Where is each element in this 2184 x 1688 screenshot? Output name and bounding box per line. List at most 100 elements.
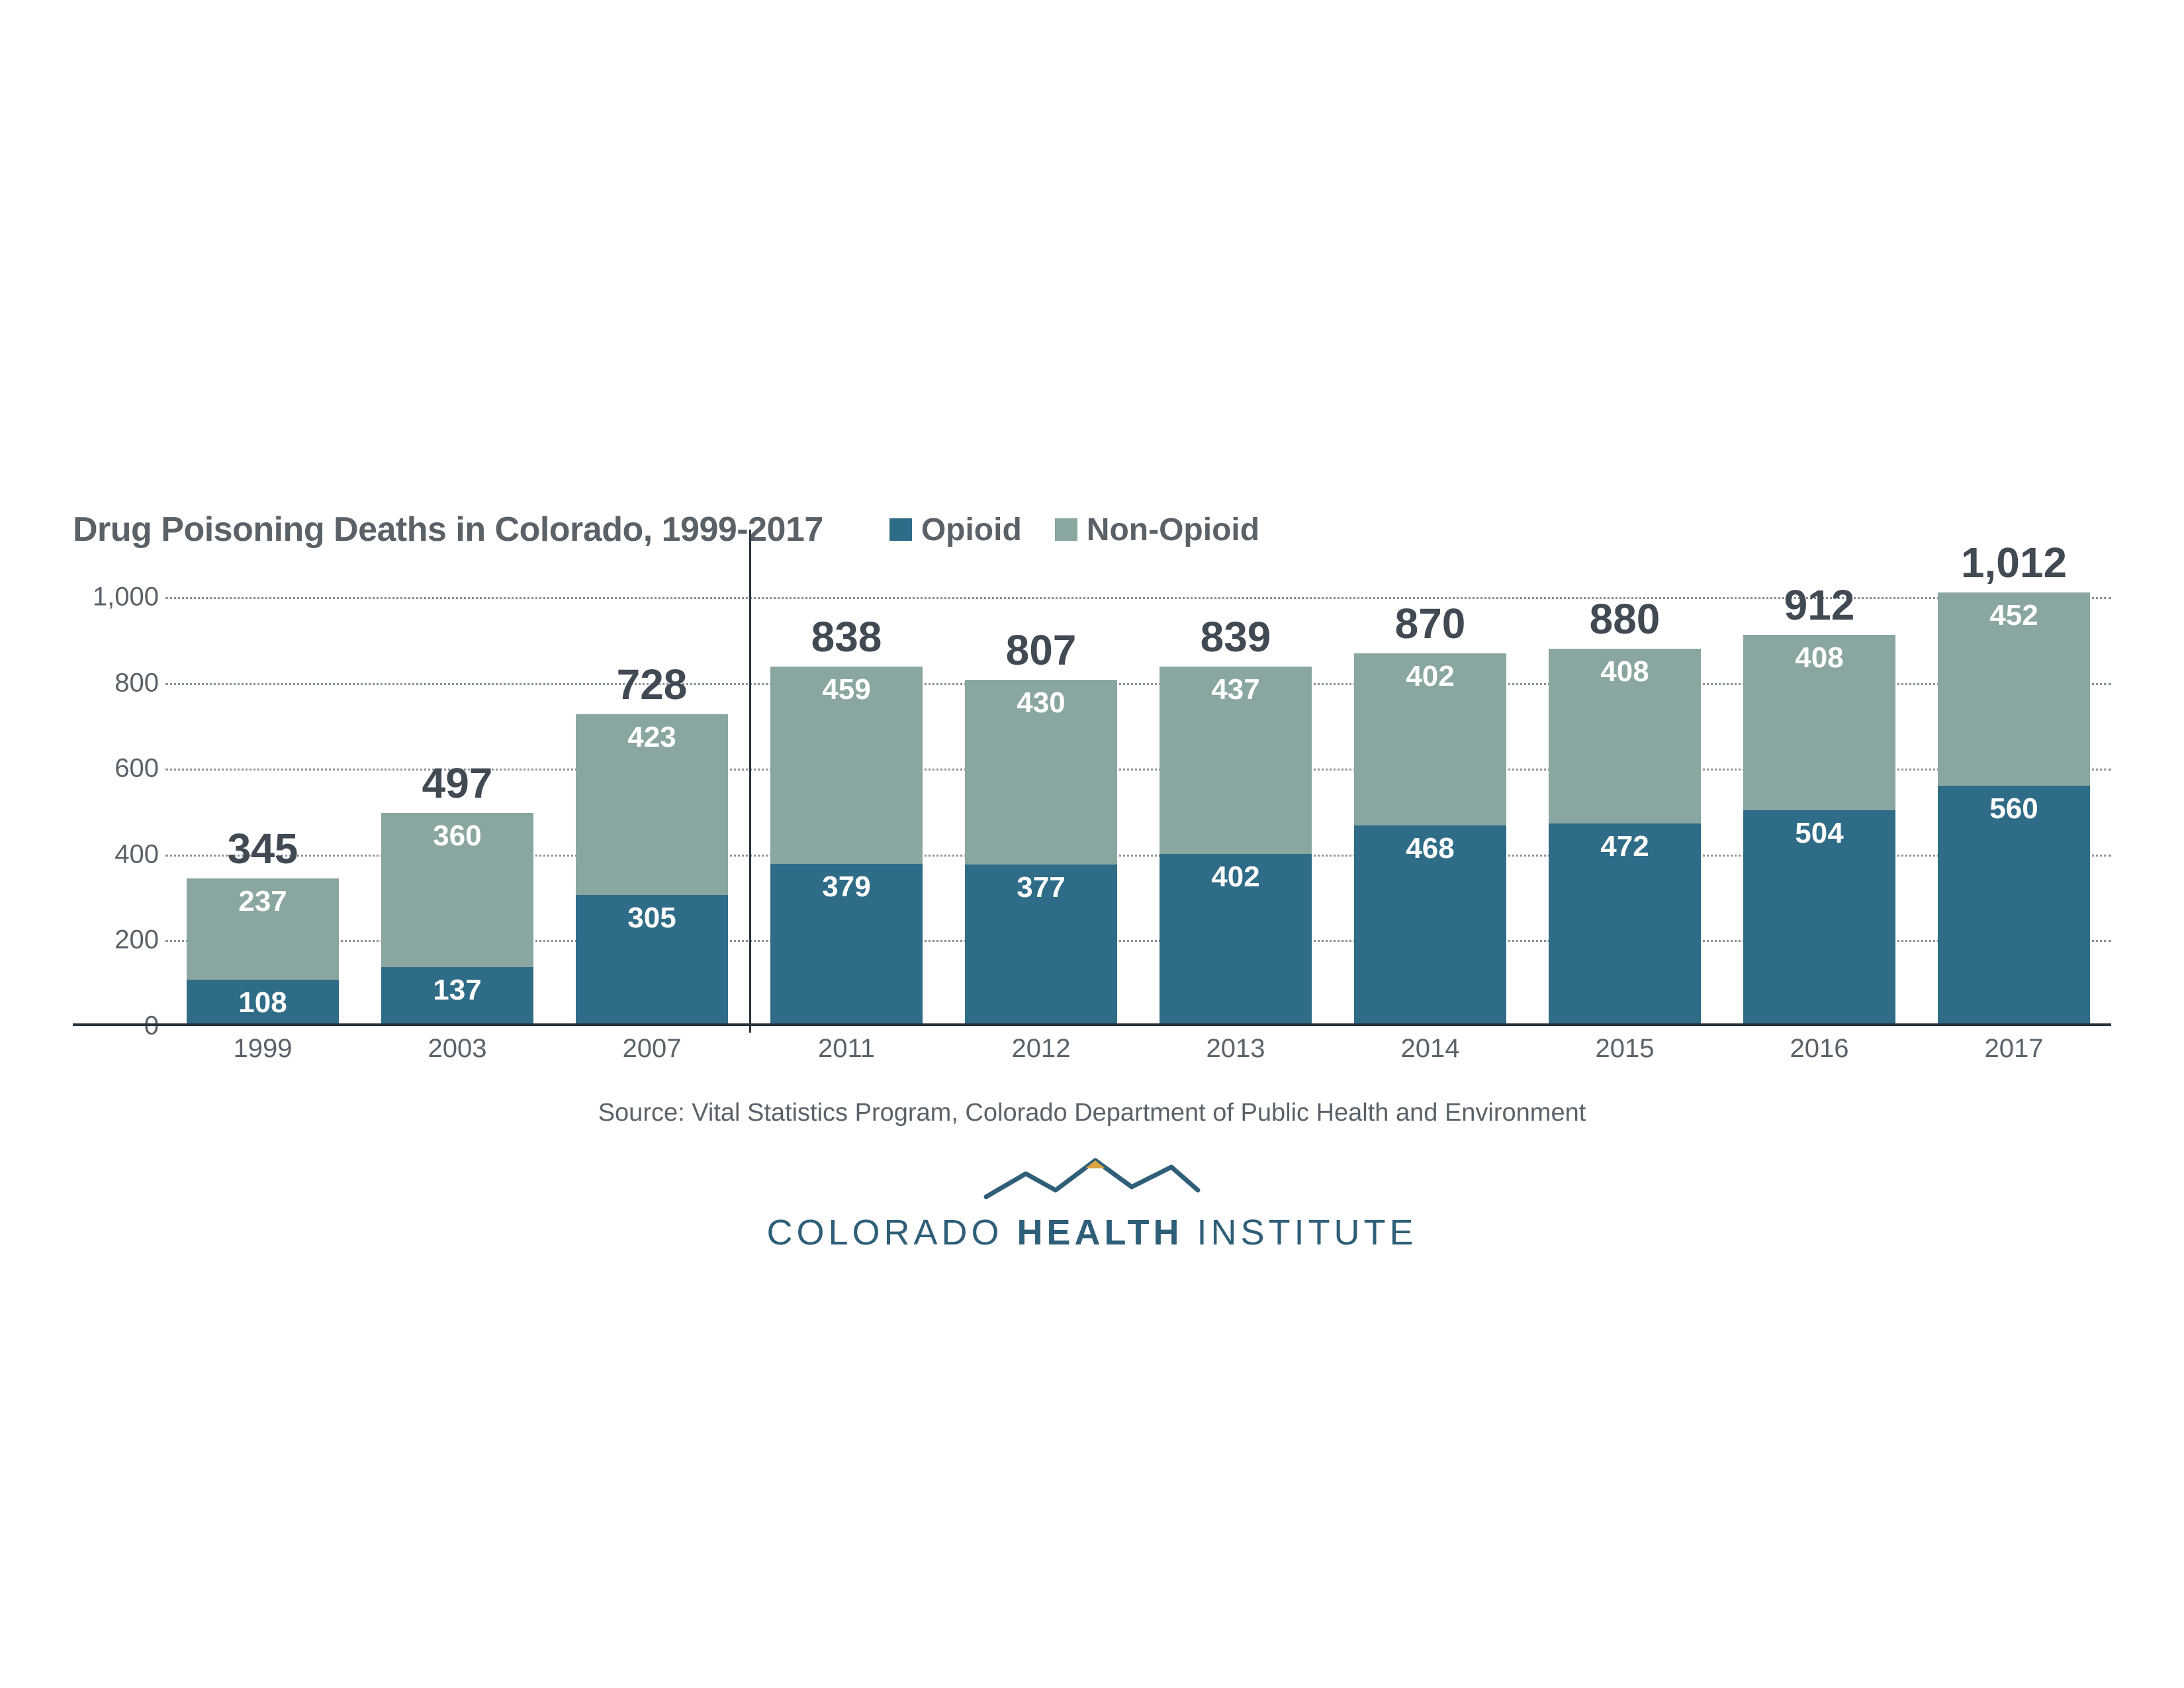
x-tick-label: 2017 [1917,1026,2111,1064]
segment-opioid: 468 [1354,825,1506,1026]
legend-swatch-non-opioid [1055,518,1077,541]
segment-label: 437 [1211,667,1259,706]
segment-label: 430 [1017,680,1065,720]
segment-label: 360 [433,813,481,853]
bar-slot: 1,012452560 [1917,576,2111,1026]
total-label: 912 [1743,581,1895,630]
segment-opioid: 137 [381,967,533,1026]
logo-word-2: HEALTH [1017,1213,1183,1252]
segment-opioid: 560 [1938,786,2089,1026]
segment-non-opioid: 408 [1549,649,1700,823]
segment-label: 408 [1795,635,1843,675]
y-tick-label: 1,000 [73,583,159,612]
segment-label: 468 [1406,825,1454,865]
total-label: 880 [1549,594,1700,643]
segment-label: 402 [1211,854,1259,894]
segment-opioid: 108 [187,980,338,1026]
bar: 839437402 [1160,667,1311,1026]
chart-header: Drug Poisoning Deaths in Colorado, 1999-… [73,510,2111,549]
total-label: 497 [381,759,533,808]
logo: COLORADO HEALTH INSTITUTE [73,1154,2111,1253]
segment-opioid: 305 [576,895,727,1026]
segment-non-opioid: 360 [381,813,533,967]
segment-non-opioid: 459 [770,667,922,863]
x-tick-label: 2012 [944,1026,1138,1064]
segment-label: 377 [1017,865,1065,904]
bar-slot: 870 402 468 [1333,576,1527,1026]
source-text: Source: Vital Statistics Program, Colora… [73,1099,2111,1127]
total-label: 870 [1354,599,1506,648]
segment-opioid: 379 [770,864,922,1026]
bar: 1,012452560 [1938,592,2089,1026]
x-axis-labels: 1999200320072011201220132014201520162017 [165,1026,2111,1064]
bar-slot: 345 237 108 [165,576,360,1026]
bar-slot: 838 459 379 [749,576,944,1026]
legend: Opioid Non-Opioid [889,512,1259,548]
y-tick-label: 0 [73,1011,159,1041]
x-tick-label: 1999 [165,1026,360,1064]
x-tick-label: 2016 [1722,1026,1917,1064]
segment-label: 402 [1406,653,1454,693]
plot-area: 02004006008001,000 345237108497360137728… [73,576,2111,1026]
segment-label: 472 [1600,823,1649,863]
x-tick-label: 2013 [1138,1026,1333,1064]
segment-label: 379 [822,864,870,904]
bar-slot: 728 423 305 [555,576,749,1026]
y-tick-label: 400 [73,839,159,869]
bar-slot: 839 437 402 [1138,576,1333,1026]
x-tick-label: 2003 [360,1026,555,1064]
segment-non-opioid: 437 [1160,667,1311,854]
bar: 807430377 [965,680,1116,1026]
segment-label: 137 [433,967,481,1007]
bar-slot: 497 360 137 [360,576,555,1026]
segment-non-opioid: 402 [1354,653,1506,825]
x-tick-label: 2015 [1527,1026,1722,1064]
segment-non-opioid: 423 [576,714,727,896]
legend-swatch-opioid [889,518,912,541]
segment-opioid: 504 [1743,810,1895,1026]
total-label: 345 [187,824,338,873]
segment-opioid: 472 [1549,823,1700,1026]
segment-non-opioid: 408 [1743,635,1895,810]
bar-slot: 912 408 504 [1722,576,1917,1026]
segment-opioid: 377 [965,865,1116,1026]
total-label: 839 [1160,612,1311,661]
segment-non-opioid: 430 [965,680,1116,864]
bar: 345237108 [187,878,338,1026]
bar-slot: 880 408 472 [1527,576,1722,1026]
segment-label: 423 [627,714,676,754]
segment-label: 237 [238,878,287,918]
segment-non-opioid: 237 [187,878,338,980]
segment-label: 459 [822,667,870,706]
y-tick-label: 200 [73,925,159,955]
y-tick-label: 600 [73,754,159,784]
segment-opioid: 402 [1160,854,1311,1026]
segment-label: 560 [1989,786,2038,825]
mountain-icon [979,1154,1205,1207]
logo-word-3: INSTITUTE [1183,1213,1418,1252]
segment-label: 504 [1795,810,1843,850]
total-label: 728 [576,660,727,709]
segment-label: 408 [1600,649,1649,688]
legend-item-opioid: Opioid [889,512,1022,548]
logo-text: COLORADO HEALTH INSTITUTE [766,1212,1417,1253]
segment-non-opioid: 452 [1938,592,2089,786]
logo-word-1: COLORADO [766,1213,1017,1252]
bar: 838459379 [770,667,922,1026]
y-tick-label: 800 [73,668,159,698]
total-label: 1,012 [1938,538,2089,587]
segment-label: 108 [238,980,287,1019]
total-label: 807 [965,626,1116,675]
segment-label: 305 [627,895,676,935]
bar: 912408504 [1743,635,1895,1026]
segment-label: 452 [1989,592,2038,632]
chart-container: Drug Poisoning Deaths in Colorado, 1999-… [73,510,2111,1253]
bars-group: 345 237 108 497 360 137 728 423 305 838 459 379 807 4… [165,576,2111,1026]
legend-item-non-opioid: Non-Opioid [1055,512,1259,548]
bar: 497360137 [381,813,533,1026]
legend-label-opioid: Opioid [921,512,1022,548]
page: Drug Poisoning Deaths in Colorado, 1999-… [0,0,2184,1688]
total-label: 838 [770,612,922,661]
chart-title: Drug Poisoning Deaths in Colorado, 1999-… [73,510,823,549]
bar: 728423305 [576,714,727,1026]
